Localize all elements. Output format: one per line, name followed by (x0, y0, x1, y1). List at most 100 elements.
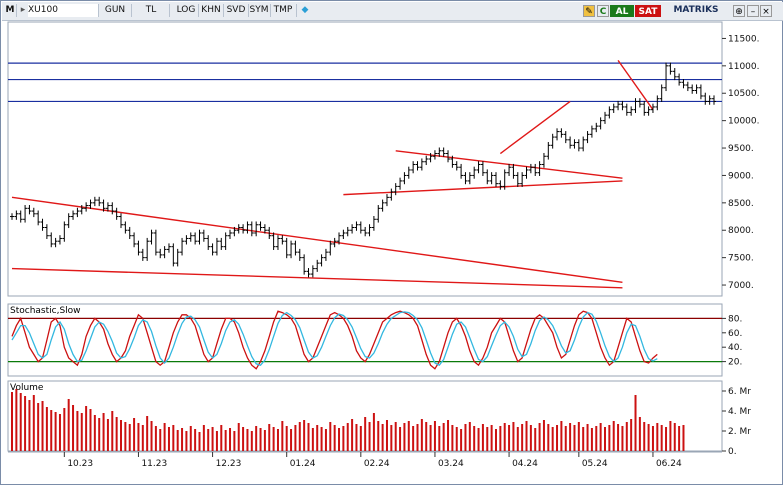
volume-bar (351, 419, 354, 451)
volume-bar (660, 425, 663, 451)
volume-bar (133, 418, 136, 451)
volume-bar (259, 428, 262, 451)
volume-bar (551, 427, 554, 451)
volume-bar (28, 400, 31, 451)
x-tick-label: 11.23 (141, 459, 167, 469)
sell-button[interactable]: SAT (635, 5, 661, 17)
volume-bar (468, 422, 471, 451)
trendline (499, 100, 571, 155)
x-axis: 10.23 11.23 12.23 01.24 02.24 03.24 04.24 05.24… (8, 451, 722, 469)
twitter-icon[interactable]: ◆ (301, 5, 309, 15)
buy-button[interactable]: AL (610, 5, 634, 17)
volume-bar (37, 403, 40, 451)
volume-bar (355, 424, 358, 451)
volume-tick-label: 6. Mr (728, 387, 751, 397)
volume-bar (137, 423, 140, 451)
log-button[interactable]: LOG (174, 4, 199, 17)
volume-bar (438, 426, 441, 451)
volume-bar (442, 423, 445, 451)
price-tick-label: 11500. (728, 34, 760, 44)
volume-bar (111, 411, 114, 451)
volume-bar (512, 422, 515, 451)
volume-bar (377, 421, 380, 451)
minimize-icon[interactable]: – (747, 5, 759, 17)
volume-bar (634, 395, 637, 451)
pencil-icon[interactable]: ✎ (583, 5, 595, 17)
menu-button[interactable]: M (4, 4, 17, 17)
price-panel: 7000. 7500. 8000. 8500. 9000. 9500. 10000. 1050… (7, 21, 760, 297)
volume-bar (229, 428, 232, 451)
khn-button[interactable]: KHN (199, 4, 224, 17)
volume-bar (224, 430, 227, 451)
status-c-button[interactable]: C (597, 5, 609, 17)
volume-bar (486, 427, 489, 451)
symbol-value: XU100 (28, 5, 58, 15)
volume-bar (621, 426, 624, 451)
volume-bar (338, 428, 341, 451)
x-tick-label: 02.24 (364, 459, 390, 469)
volume-title: Volume (10, 383, 44, 393)
volume-bar (586, 424, 589, 451)
volume-bar (303, 420, 306, 451)
volume-bar (416, 424, 419, 451)
volume-bar (595, 426, 598, 451)
volume-bar (120, 420, 123, 451)
volume-bar (385, 420, 388, 451)
price-tick-label: 10500. (728, 89, 760, 99)
price-tick-label: 10000. (728, 117, 760, 127)
volume-bar (85, 406, 88, 451)
volume-bar (176, 430, 179, 451)
volume-bar (364, 417, 367, 451)
x-tick-label: 01.24 (290, 459, 316, 469)
volume-bar (556, 425, 559, 451)
volume-bar (608, 425, 611, 451)
volume-bar (394, 422, 397, 451)
close-icon[interactable]: × (760, 5, 772, 17)
stochastic-plot-area (7, 303, 723, 377)
svd-button[interactable]: SVD (224, 4, 249, 17)
volume-bar (547, 424, 550, 451)
volume-bar (643, 422, 646, 451)
volume-panel: Volume 0. 2. Mr 4. Mr 6. Mr (7, 380, 751, 457)
volume-bar (194, 429, 197, 451)
period-button[interactable]: GUN (99, 4, 132, 17)
volume-bar (630, 419, 633, 451)
volume-bar (198, 432, 201, 451)
volume-bar (146, 416, 149, 451)
volume-bar (32, 395, 35, 451)
volume-bar (80, 413, 83, 451)
volume-bar (141, 425, 144, 451)
volume-bar (682, 425, 685, 451)
currency-button[interactable]: TL (133, 4, 170, 17)
volume-bar (324, 429, 327, 451)
volume-bar (412, 426, 415, 451)
volume-bar (494, 429, 497, 451)
volume-bar (19, 393, 22, 451)
volume-bar (534, 428, 537, 451)
sym-button[interactable]: SYM (248, 4, 271, 17)
volume-bar (106, 419, 109, 451)
price-tick-label: 8000. (728, 226, 754, 236)
volume-bar (573, 425, 576, 451)
volume-bar (590, 428, 593, 451)
symbol-field[interactable]: XU100 (28, 4, 99, 17)
volume-bar (268, 424, 271, 451)
volume-bar (407, 421, 410, 451)
volume-bar (307, 423, 310, 451)
volume-bar (285, 426, 288, 451)
volume-tick-label: 2. Mr (728, 427, 751, 437)
volume-bar (185, 431, 188, 451)
price-tick-label: 7500. (728, 254, 754, 264)
volume-bar (678, 426, 681, 451)
chart-toolbar: M ▸ XU100 GUN TL LOG KHN SVD SYM TMP ◆ ✎… (2, 2, 783, 21)
volume-bar (54, 412, 57, 451)
volume-bar (276, 429, 279, 451)
volume-bar (154, 426, 157, 451)
pin-icon[interactable]: ⊕ (733, 5, 745, 17)
tmp-button[interactable]: TMP (270, 4, 297, 17)
volume-bar (211, 427, 214, 451)
volume-bar (72, 405, 75, 451)
volume-bar (403, 423, 406, 451)
volume-bar (50, 410, 53, 451)
volume-bar (542, 420, 545, 451)
